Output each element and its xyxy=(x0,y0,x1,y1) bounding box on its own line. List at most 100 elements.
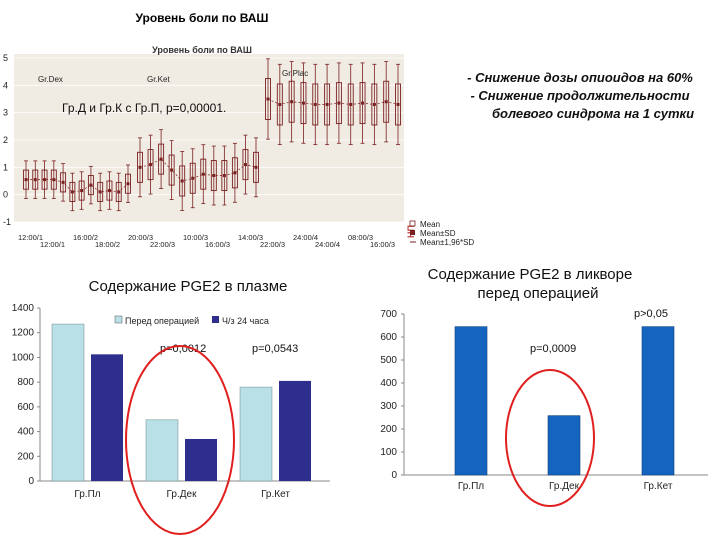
csf-bars xyxy=(454,326,675,476)
vas-annotation: Гр.Д и Гр.К с Гр.П, p=0,00001. xyxy=(62,101,226,115)
vas-x-tick-top: 24:00/4 xyxy=(293,233,318,242)
plasma-bar xyxy=(185,438,217,481)
vas-mean-point xyxy=(201,172,205,176)
note-line-2: - Снижение продолжительности xyxy=(470,88,689,103)
plasma-x-label: Гр.Кет xyxy=(261,489,290,500)
vas-sd-box xyxy=(231,157,238,189)
group-label-plac: Gr.Plac xyxy=(282,69,308,78)
csf-x-label: Гр.Кет xyxy=(644,481,673,492)
plasma-y-tick-label: 800 xyxy=(17,377,34,388)
vas-y-tick-label: 3 xyxy=(3,108,8,118)
vas-sd-box xyxy=(359,82,366,125)
vas-boxes xyxy=(23,58,401,212)
vas-y-tick-label: -1 xyxy=(3,217,11,227)
csf-x-label: Гр.Пл xyxy=(458,481,484,492)
vas-sd-box xyxy=(383,80,390,123)
plasma-y-tick-label: 600 xyxy=(17,402,34,413)
vas-sd-box xyxy=(265,78,271,120)
vas-sd-box xyxy=(312,83,319,126)
csf-p-value-1: p=0,0009 xyxy=(530,343,576,355)
vas-sd-box xyxy=(395,83,401,126)
vas-sd-box xyxy=(60,172,67,193)
vas-sd-box xyxy=(347,83,354,126)
group-label-ket: Gr.Ket xyxy=(147,75,170,84)
note-line-1: - Снижение дозы опиоидов на 60% xyxy=(467,70,693,85)
vas-y-tick-label: 0 xyxy=(3,190,8,200)
vas-x-tick-top: 10:00/3 xyxy=(183,233,208,242)
plasma-x-labels: Гр.Пл Гр.Дек Гр.Кет xyxy=(74,489,290,500)
vas-x-tick-bottom: 16:00/3 xyxy=(205,240,230,249)
vas-x-tick-top: 14:00/3 xyxy=(238,233,263,242)
vas-mean-point xyxy=(52,178,56,182)
csf-y-tick-label: 200 xyxy=(380,424,397,435)
vas-mean-point xyxy=(89,183,93,187)
vas-y-tick-label: 4 xyxy=(3,80,8,90)
vas-sd-box xyxy=(168,154,175,186)
vas-sd-box xyxy=(69,181,76,202)
vas-sd-box xyxy=(115,181,122,202)
vas-mean-point xyxy=(159,157,163,161)
vas-y-ticks: 5 4 3 2 1 0 -1 xyxy=(3,53,11,227)
legend-post-op-swatch xyxy=(212,316,219,323)
vas-y-tick-label: 5 xyxy=(3,53,8,63)
notes-block: - Снижение дозы опиоидов на 60% - Снижен… xyxy=(467,70,694,121)
vas-sd-box xyxy=(324,83,331,126)
csf-y-tick-label: 400 xyxy=(380,378,397,389)
vas-mean-point xyxy=(43,178,47,182)
plasma-highlight-ellipse xyxy=(125,345,235,535)
vas-y-tick-label: 2 xyxy=(3,135,8,145)
vas-mean-point xyxy=(107,189,111,193)
vas-y-tick-label: 1 xyxy=(3,162,8,172)
plasma-y-axis: 0 200 400 600 800 1000 1200 1400 xyxy=(12,303,330,487)
vas-x-tick-bottom: 18:00/2 xyxy=(95,240,120,249)
csf-title-line-2: перед операцией xyxy=(478,285,599,302)
plasma-bar xyxy=(239,386,273,482)
plasma-legend: Перед операцией Ч/з 24 часа xyxy=(114,315,269,326)
csf-y-axis: 0 100 200 300 400 500 600 700 xyxy=(380,309,708,481)
plasma-y-tick-label: 200 xyxy=(17,451,34,462)
vas-sd-box xyxy=(147,149,154,181)
vas-inner-title: Уровень боли по ВАШ xyxy=(152,45,252,55)
csf-y-tick-label: 100 xyxy=(380,447,397,458)
vas-pain-chart: Уровень боли по ВАШ 5 4 3 2 1 0 -1 12:00/112:0… xyxy=(0,42,474,249)
vas-sd-box xyxy=(106,180,113,201)
vas-sd-box xyxy=(221,160,228,192)
legend-post-op: Ч/з 24 часа xyxy=(222,316,269,326)
vas-sd-box xyxy=(242,149,249,181)
legend-ci: Mean±1,96*SD xyxy=(420,238,474,247)
vas-mean-point xyxy=(70,190,74,194)
csf-y-tick-label: 700 xyxy=(380,309,397,320)
csf-highlight-ellipse xyxy=(505,369,595,507)
vas-sd-box xyxy=(125,173,131,194)
vas-x-tick-bottom: 22:00/3 xyxy=(150,240,175,249)
vas-sd-box xyxy=(335,82,342,125)
plasma-y-tick-label: 1400 xyxy=(12,303,35,314)
plasma-y-tick-label: 1000 xyxy=(12,352,35,363)
vas-mean-point xyxy=(254,165,258,169)
csf-title-line-1: Содержание PGE2 в ликворе xyxy=(428,266,633,283)
plasma-y-tick-label: 0 xyxy=(28,476,34,487)
vas-x-ticks: 12:00/112:00/116:00/218:00/220:00/322:00… xyxy=(18,233,395,249)
csf-bar xyxy=(454,326,488,476)
csf-bar xyxy=(641,326,675,476)
plasma-pge2-chart: Содержание PGE2 в плазме 0 200 400 600 800 10… xyxy=(12,278,330,535)
vas-sd-box xyxy=(276,83,283,126)
csf-p-value-2: p>0,05 xyxy=(634,308,668,320)
vas-sd-box xyxy=(300,82,307,125)
plasma-bar xyxy=(51,323,85,482)
vas-sd-box xyxy=(288,80,295,123)
legend-pre-op: Перед операцией xyxy=(125,316,199,326)
csf-y-tick-label: 300 xyxy=(380,401,397,412)
vas-sd-box xyxy=(158,143,165,175)
vas-mean-point xyxy=(233,171,237,175)
plasma-p-value-1: p=0,0012 xyxy=(160,343,206,355)
plasma-x-label: Гр.Дек xyxy=(167,489,198,500)
group-label-dex: Gr.Dex xyxy=(38,75,63,84)
plasma-y-tick-label: 400 xyxy=(17,427,34,438)
csf-x-label: Гр.Дек xyxy=(549,481,580,492)
vas-legend: Mean Mean±SD Mean±1,96*SD xyxy=(409,220,474,247)
vas-sd-box xyxy=(78,180,85,201)
vas-sd-box xyxy=(87,175,94,196)
vas-sd-box xyxy=(32,169,39,190)
csf-y-tick-label: 0 xyxy=(391,470,397,481)
